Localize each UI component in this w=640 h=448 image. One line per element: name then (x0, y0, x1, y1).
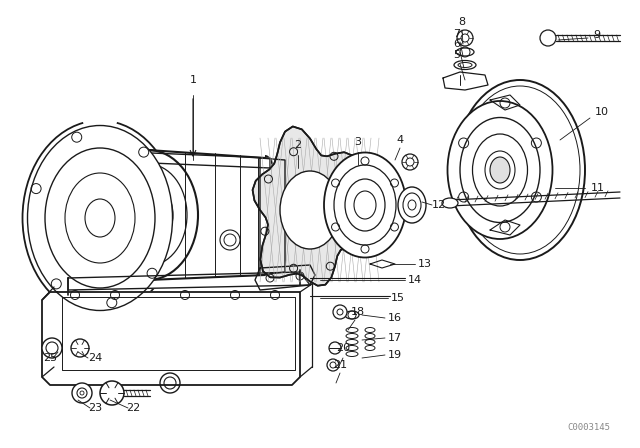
Circle shape (71, 339, 89, 357)
Polygon shape (370, 260, 395, 268)
Text: 15: 15 (391, 293, 405, 303)
Text: 14: 14 (408, 275, 422, 285)
Polygon shape (42, 292, 300, 385)
Text: 12: 12 (432, 200, 446, 210)
Polygon shape (443, 72, 488, 90)
Ellipse shape (454, 60, 476, 69)
Polygon shape (490, 95, 520, 110)
Polygon shape (68, 272, 310, 290)
Ellipse shape (456, 48, 474, 56)
Ellipse shape (442, 198, 458, 208)
Text: 23: 23 (88, 403, 102, 413)
Text: 18: 18 (351, 307, 365, 317)
Text: 16: 16 (388, 313, 402, 323)
Circle shape (540, 30, 556, 46)
Text: 17: 17 (388, 333, 402, 343)
Text: 2: 2 (294, 140, 301, 150)
Text: 1: 1 (189, 75, 196, 85)
Polygon shape (80, 150, 270, 168)
Ellipse shape (28, 125, 173, 310)
Circle shape (42, 338, 62, 358)
Circle shape (100, 381, 124, 405)
Text: 25: 25 (43, 353, 57, 363)
Polygon shape (253, 126, 374, 286)
Text: 20: 20 (336, 343, 350, 353)
Text: 24: 24 (88, 353, 102, 363)
Text: 6: 6 (454, 39, 461, 49)
Ellipse shape (455, 80, 585, 260)
Ellipse shape (280, 171, 340, 249)
Text: 3: 3 (355, 137, 362, 147)
Text: C0003145: C0003145 (567, 423, 610, 432)
Text: 11: 11 (591, 183, 605, 193)
Ellipse shape (98, 150, 198, 280)
Circle shape (72, 383, 92, 403)
Text: 21: 21 (333, 360, 347, 370)
Polygon shape (255, 265, 315, 290)
Ellipse shape (398, 187, 426, 223)
Circle shape (333, 305, 347, 319)
Circle shape (402, 154, 418, 170)
Text: 4: 4 (396, 135, 404, 145)
Ellipse shape (447, 101, 552, 239)
Text: 10: 10 (595, 107, 609, 117)
Text: 5: 5 (454, 50, 461, 60)
Text: 8: 8 (458, 17, 465, 27)
Circle shape (457, 30, 473, 46)
Circle shape (327, 359, 339, 371)
Circle shape (329, 342, 341, 354)
Ellipse shape (324, 152, 406, 258)
Text: 7: 7 (453, 29, 461, 39)
Text: 9: 9 (593, 30, 600, 40)
Text: 22: 22 (126, 403, 140, 413)
Text: 13: 13 (418, 259, 432, 269)
Text: 19: 19 (388, 350, 402, 360)
Polygon shape (490, 220, 520, 235)
Ellipse shape (345, 311, 359, 319)
Ellipse shape (490, 157, 510, 183)
